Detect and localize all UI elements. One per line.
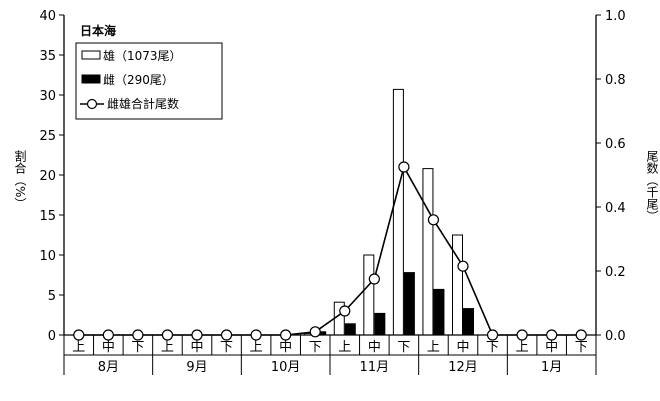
- bar-female: [433, 288, 445, 336]
- bar-female: [344, 323, 356, 336]
- x-period-label: 下: [309, 340, 322, 355]
- y-right-tick-label: 0.6: [605, 137, 626, 152]
- line-total: [78, 164, 582, 336]
- x-month-label: 1月: [541, 360, 562, 375]
- y-left-tick-label: 0: [48, 329, 56, 344]
- y-right-tick-label: 0.0: [605, 329, 626, 344]
- chart-title: 日本海: [80, 23, 116, 38]
- y-left-tick-label: 5: [48, 289, 56, 304]
- legend-marker-total: [86, 98, 98, 110]
- x-month-label: 11月: [360, 360, 390, 375]
- x-period-label: 上: [250, 340, 263, 355]
- x-period-label: 中: [190, 340, 203, 355]
- line-point: [250, 329, 262, 341]
- bars-layer: [304, 88, 474, 336]
- line-point: [457, 260, 469, 272]
- line-point: [486, 329, 499, 341]
- line-point: [546, 329, 558, 341]
- line-point: [516, 329, 528, 341]
- y-right-tick-label: 0.4: [605, 201, 626, 216]
- y-left-tick-label: 10: [39, 249, 56, 264]
- bar-male: [452, 234, 463, 336]
- x-period-label: 中: [545, 340, 558, 355]
- line-point: [280, 329, 292, 341]
- line-point: [102, 329, 114, 341]
- bar-male: [392, 88, 404, 336]
- y-left-tick-label: 35: [39, 49, 56, 64]
- bar-female: [374, 312, 386, 336]
- line-layer: [73, 161, 587, 341]
- axes-layer: 0 5 10 15 20 25 30 35 40 0.0 0.2 0.4 0.6 0.8 1.0: [39, 9, 625, 344]
- x-axis-layer: 上 中 下 上 中 下 上 中 下 上 中 下 上 中 下 上 中 下 8月 9月 10月 11月 12月 1月: [63, 335, 597, 375]
- x-period-label: 下: [131, 340, 144, 355]
- x-period-label: 下: [220, 340, 233, 355]
- y-axis-left-title: 割合（%）: [13, 149, 27, 210]
- line-point: [427, 214, 440, 226]
- bar-male: [422, 168, 434, 336]
- y-left-tick-label: 30: [39, 89, 56, 104]
- x-month-label: 12月: [448, 360, 478, 375]
- line-point: [575, 329, 587, 341]
- x-period-label: 上: [427, 340, 440, 355]
- x-period-label: 下: [397, 340, 410, 355]
- x-period-label: 上: [72, 340, 85, 355]
- x-month-label: 9月: [186, 360, 207, 375]
- legend-label-female: 雌（290尾）: [103, 72, 174, 87]
- x-period-label: 上: [161, 340, 174, 355]
- y-right-tick-label: 0.2: [605, 265, 626, 280]
- bar-male: [363, 254, 375, 336]
- x-month-label: 10月: [271, 360, 301, 375]
- x-period-label: 上: [516, 340, 529, 355]
- line-point: [309, 326, 321, 338]
- y-axis-right-title: 尾数（千尾）: [645, 150, 659, 222]
- y-left-tick-label: 20: [39, 169, 56, 184]
- line-point: [339, 305, 351, 317]
- y-right-tick-label: 0.8: [605, 73, 626, 88]
- line-point: [368, 273, 380, 285]
- x-period-label: 中: [279, 340, 292, 355]
- y-right-tick-label: 1.0: [605, 9, 626, 24]
- legend-label-total: 雌雄合計尾数: [107, 96, 179, 111]
- x-period-label: 下: [486, 340, 499, 355]
- line-point: [73, 329, 85, 341]
- y-left-tick-label: 15: [39, 209, 56, 224]
- line-point: [398, 161, 410, 173]
- legend-swatch-female: [81, 74, 101, 84]
- line-point: [161, 329, 174, 341]
- x-period-label: 中: [368, 340, 381, 355]
- line-point: [191, 329, 203, 341]
- x-period-label: 中: [102, 340, 115, 355]
- legend-label-male: 雄（1073尾）: [103, 48, 182, 63]
- line-point: [132, 329, 144, 341]
- bar-female: [463, 308, 474, 336]
- y-left-tick-label: 25: [39, 129, 56, 144]
- bar-female: [403, 272, 415, 336]
- y-left-tick-label: 40: [39, 9, 56, 24]
- x-period-label: 上: [338, 340, 351, 355]
- x-period-label: 下: [575, 340, 588, 355]
- legend-swatch-male: [81, 50, 101, 60]
- x-period-label: 中: [456, 340, 469, 355]
- line-point: [220, 329, 233, 341]
- x-month-label: 8月: [98, 360, 119, 375]
